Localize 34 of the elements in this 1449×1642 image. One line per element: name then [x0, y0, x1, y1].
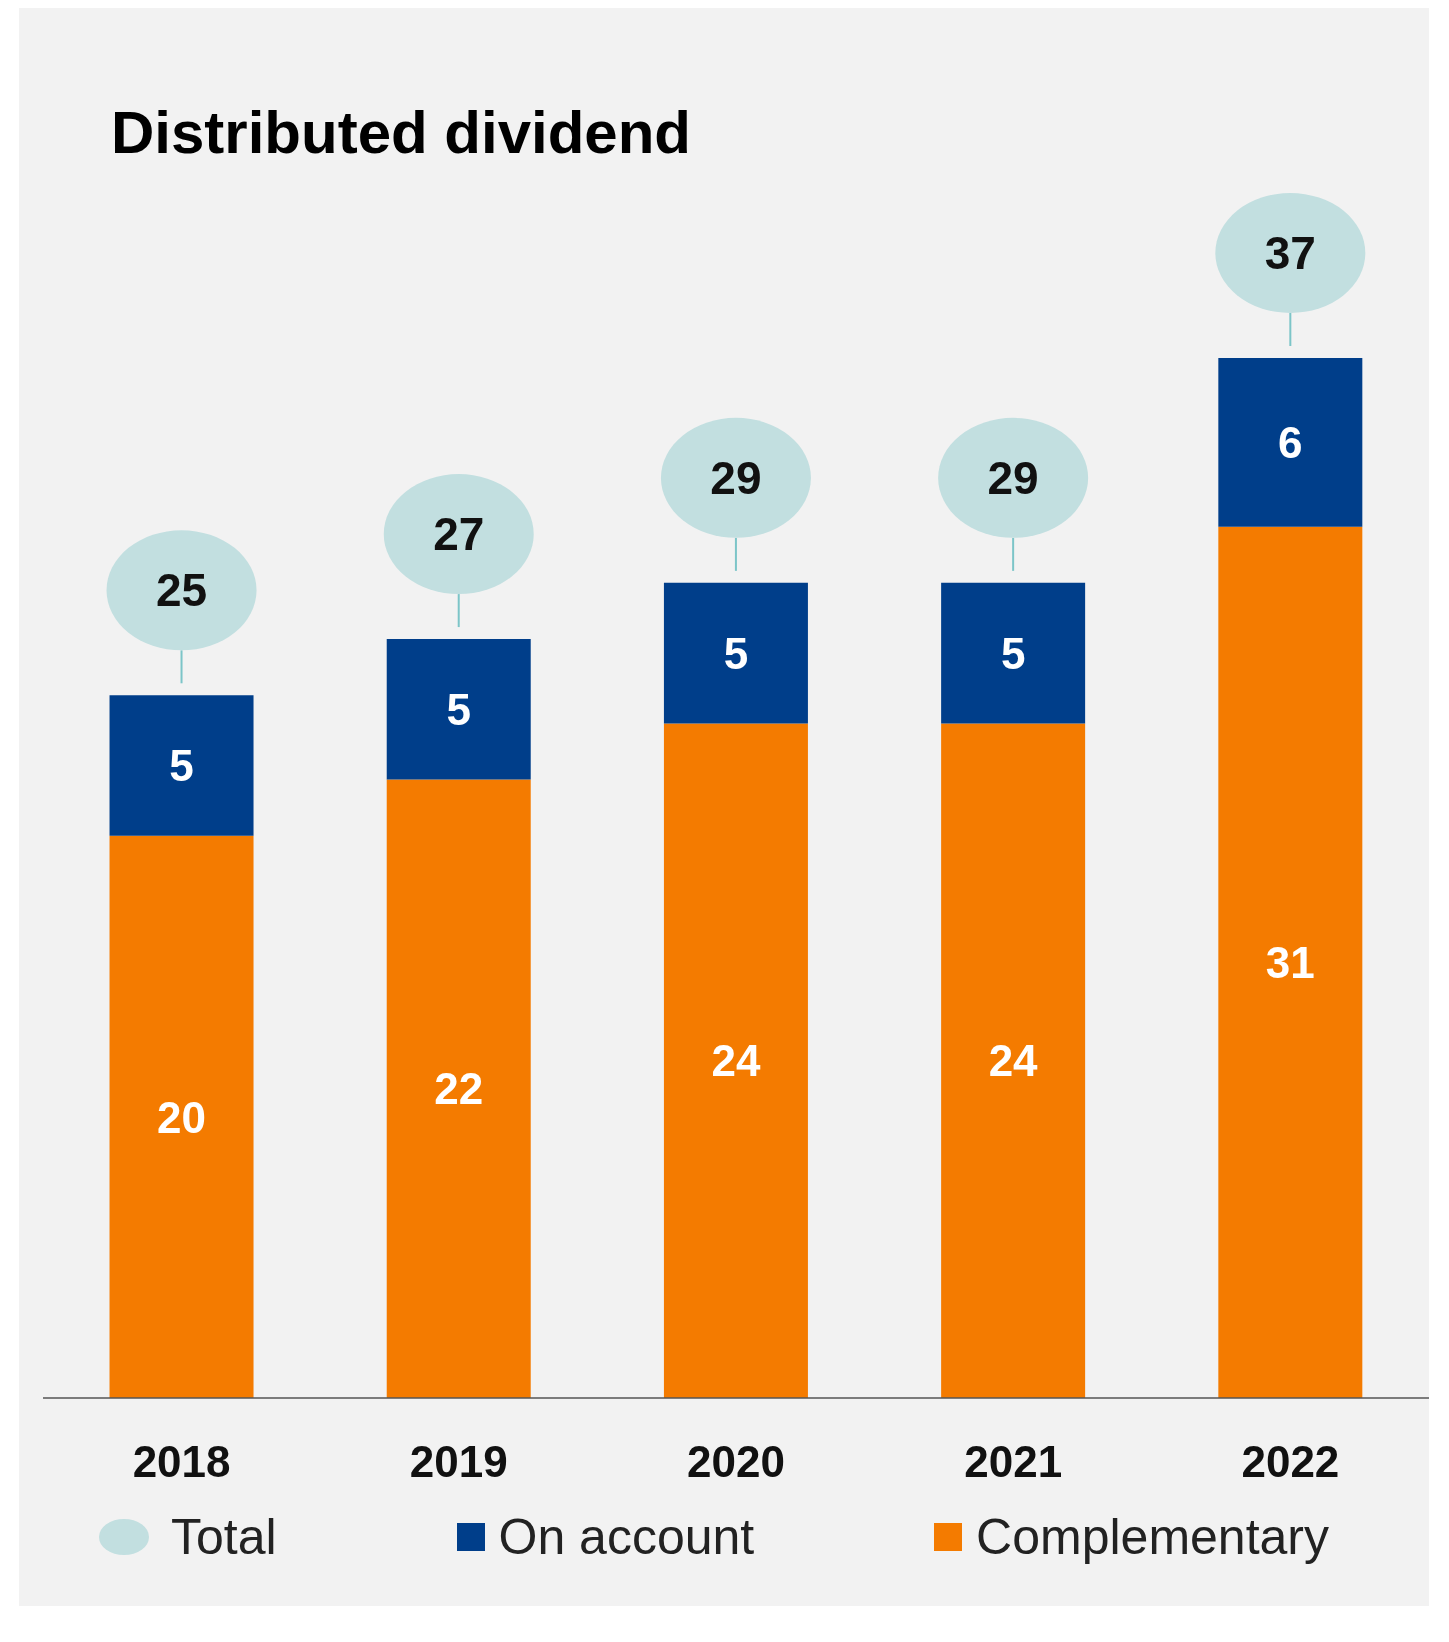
bar [109, 835, 254, 1398]
data-label: 5 [169, 741, 194, 791]
legend-label: On account [498, 1508, 755, 1566]
total-label: 37 [1264, 227, 1316, 279]
data-label: 5 [1000, 628, 1026, 678]
total-label: 29 [710, 451, 762, 504]
data-label: 24 [988, 1036, 1039, 1086]
data-label: 31 [1265, 937, 1315, 987]
total-label: 29 [987, 451, 1039, 504]
legend-label: Complementary [976, 1508, 1329, 1566]
bar [663, 582, 808, 724]
x-tick-label: 2022 [1241, 1437, 1340, 1487]
data-label: 24 [711, 1036, 761, 1086]
total-label: 27 [433, 508, 485, 561]
x-tick-label: 2020 [687, 1437, 785, 1487]
data-label: 22 [434, 1064, 484, 1114]
bar [941, 723, 1086, 1398]
bar [386, 779, 531, 1398]
data-label: 20 [157, 1092, 206, 1142]
data-label: 6 [1278, 417, 1303, 467]
x-tick-label: 2019 [409, 1437, 508, 1487]
x-tick-label: 2021 [964, 1437, 1063, 1487]
bar [386, 639, 531, 780]
x-tick-label: 2018 [132, 1437, 231, 1487]
bar [1218, 358, 1363, 527]
bar [663, 723, 808, 1398]
bar [941, 582, 1086, 724]
bar [1218, 526, 1363, 1398]
chart-title: Distributed dividend [110, 98, 693, 168]
total-label: 25 [155, 564, 208, 617]
data-label: 5 [723, 628, 749, 678]
text: Total [171, 1508, 277, 1566]
data-label: 5 [446, 684, 471, 734]
bar [109, 695, 254, 836]
